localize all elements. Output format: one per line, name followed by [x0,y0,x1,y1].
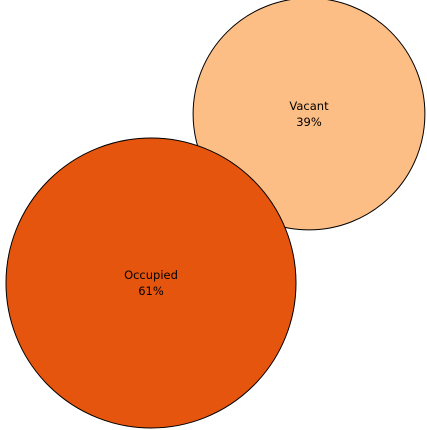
bubble-label-occupied: Occupied [124,268,178,282]
bubble-value-occupied: 61% [138,284,164,298]
bubbles-layer: Vacant 39% Occupied 61% [5,0,426,429]
bubble-group-occupied: Occupied 61% [5,137,297,429]
bubble-label-vacant: Vacant [289,99,329,113]
bubble-value-vacant: 39% [296,115,322,129]
bubble-vacant [192,0,426,231]
bubble-group-vacant: Vacant 39% [192,0,426,231]
bubble-occupied [5,137,297,429]
